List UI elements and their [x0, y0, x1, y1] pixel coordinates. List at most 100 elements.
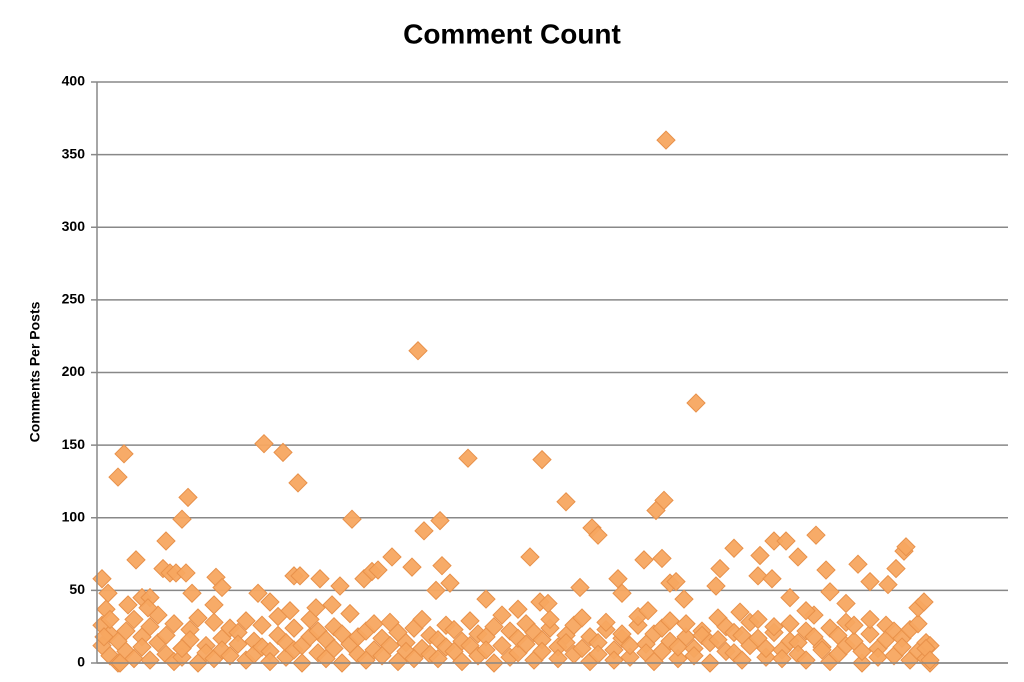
point: [426, 580, 446, 601]
y-axis-label: Comments Per Posts: [27, 301, 43, 442]
y-tick-label: 150: [62, 436, 86, 452]
point: [634, 550, 654, 570]
point: [476, 589, 496, 609]
point: [686, 393, 706, 413]
point: [114, 444, 134, 464]
point: [236, 611, 256, 631]
point: [548, 648, 568, 669]
point: [620, 647, 640, 667]
point: [896, 537, 916, 557]
point: [444, 619, 464, 640]
point: [706, 576, 726, 596]
point: [532, 449, 552, 470]
point: [520, 547, 540, 567]
point: [452, 651, 472, 672]
point: [596, 612, 616, 633]
point: [776, 531, 796, 551]
point: [220, 646, 240, 666]
point: [732, 650, 752, 670]
point: [340, 603, 360, 624]
point: [820, 582, 840, 602]
point: [164, 614, 184, 634]
point: [138, 598, 158, 618]
point: [788, 547, 808, 567]
point: [652, 548, 672, 569]
point: [570, 577, 590, 598]
point: [94, 627, 114, 647]
point: [920, 650, 940, 670]
point: [204, 595, 224, 615]
point: [812, 640, 832, 660]
point: [730, 602, 750, 622]
point: [322, 595, 342, 615]
point: [588, 525, 608, 545]
point: [572, 608, 592, 628]
point: [780, 587, 800, 608]
point: [412, 609, 432, 630]
y-tick-label: 200: [62, 363, 86, 379]
point: [708, 630, 728, 650]
point: [260, 592, 280, 612]
point: [556, 492, 576, 512]
point: [844, 615, 864, 635]
point: [116, 621, 136, 641]
point: [620, 635, 640, 656]
point: [252, 615, 272, 635]
point: [612, 583, 632, 603]
point: [414, 521, 434, 541]
point: [836, 593, 856, 614]
point: [430, 510, 450, 531]
point: [608, 569, 628, 589]
point: [612, 624, 632, 644]
point: [674, 589, 694, 609]
point: [273, 442, 293, 463]
point: [248, 583, 268, 603]
point: [816, 560, 836, 580]
point: [852, 641, 872, 662]
point: [868, 647, 888, 667]
point: [188, 608, 208, 628]
point: [228, 634, 248, 654]
point: [330, 576, 350, 596]
point: [748, 609, 768, 630]
point: [288, 473, 308, 493]
point: [676, 627, 696, 647]
point: [666, 571, 686, 592]
point: [254, 433, 274, 454]
point: [156, 531, 176, 551]
point: [212, 577, 232, 598]
point: [310, 569, 330, 589]
point: [460, 611, 480, 631]
point: [476, 640, 496, 660]
point: [140, 616, 160, 637]
grid: [91, 81, 1008, 664]
point: [806, 525, 826, 545]
y-tick-label: 50: [69, 581, 85, 597]
point: [538, 593, 558, 614]
point: [724, 538, 744, 558]
point: [750, 545, 770, 566]
point: [756, 638, 776, 659]
point: [290, 566, 310, 586]
point: [660, 611, 680, 631]
point: [172, 509, 192, 529]
point: [676, 614, 696, 634]
point: [156, 625, 176, 646]
point: [306, 598, 326, 618]
point: [380, 635, 400, 656]
point: [368, 560, 388, 580]
point: [260, 651, 280, 672]
point: [516, 634, 536, 654]
point: [848, 554, 868, 574]
y-tick-label: 0: [77, 654, 85, 670]
point: [172, 638, 192, 659]
point: [540, 609, 560, 630]
y-tick-label: 100: [62, 508, 86, 524]
point: [484, 616, 504, 637]
point: [780, 614, 800, 634]
point: [892, 637, 912, 657]
point: [572, 638, 592, 659]
point: [860, 624, 880, 644]
point: [796, 601, 816, 621]
point: [604, 650, 624, 670]
